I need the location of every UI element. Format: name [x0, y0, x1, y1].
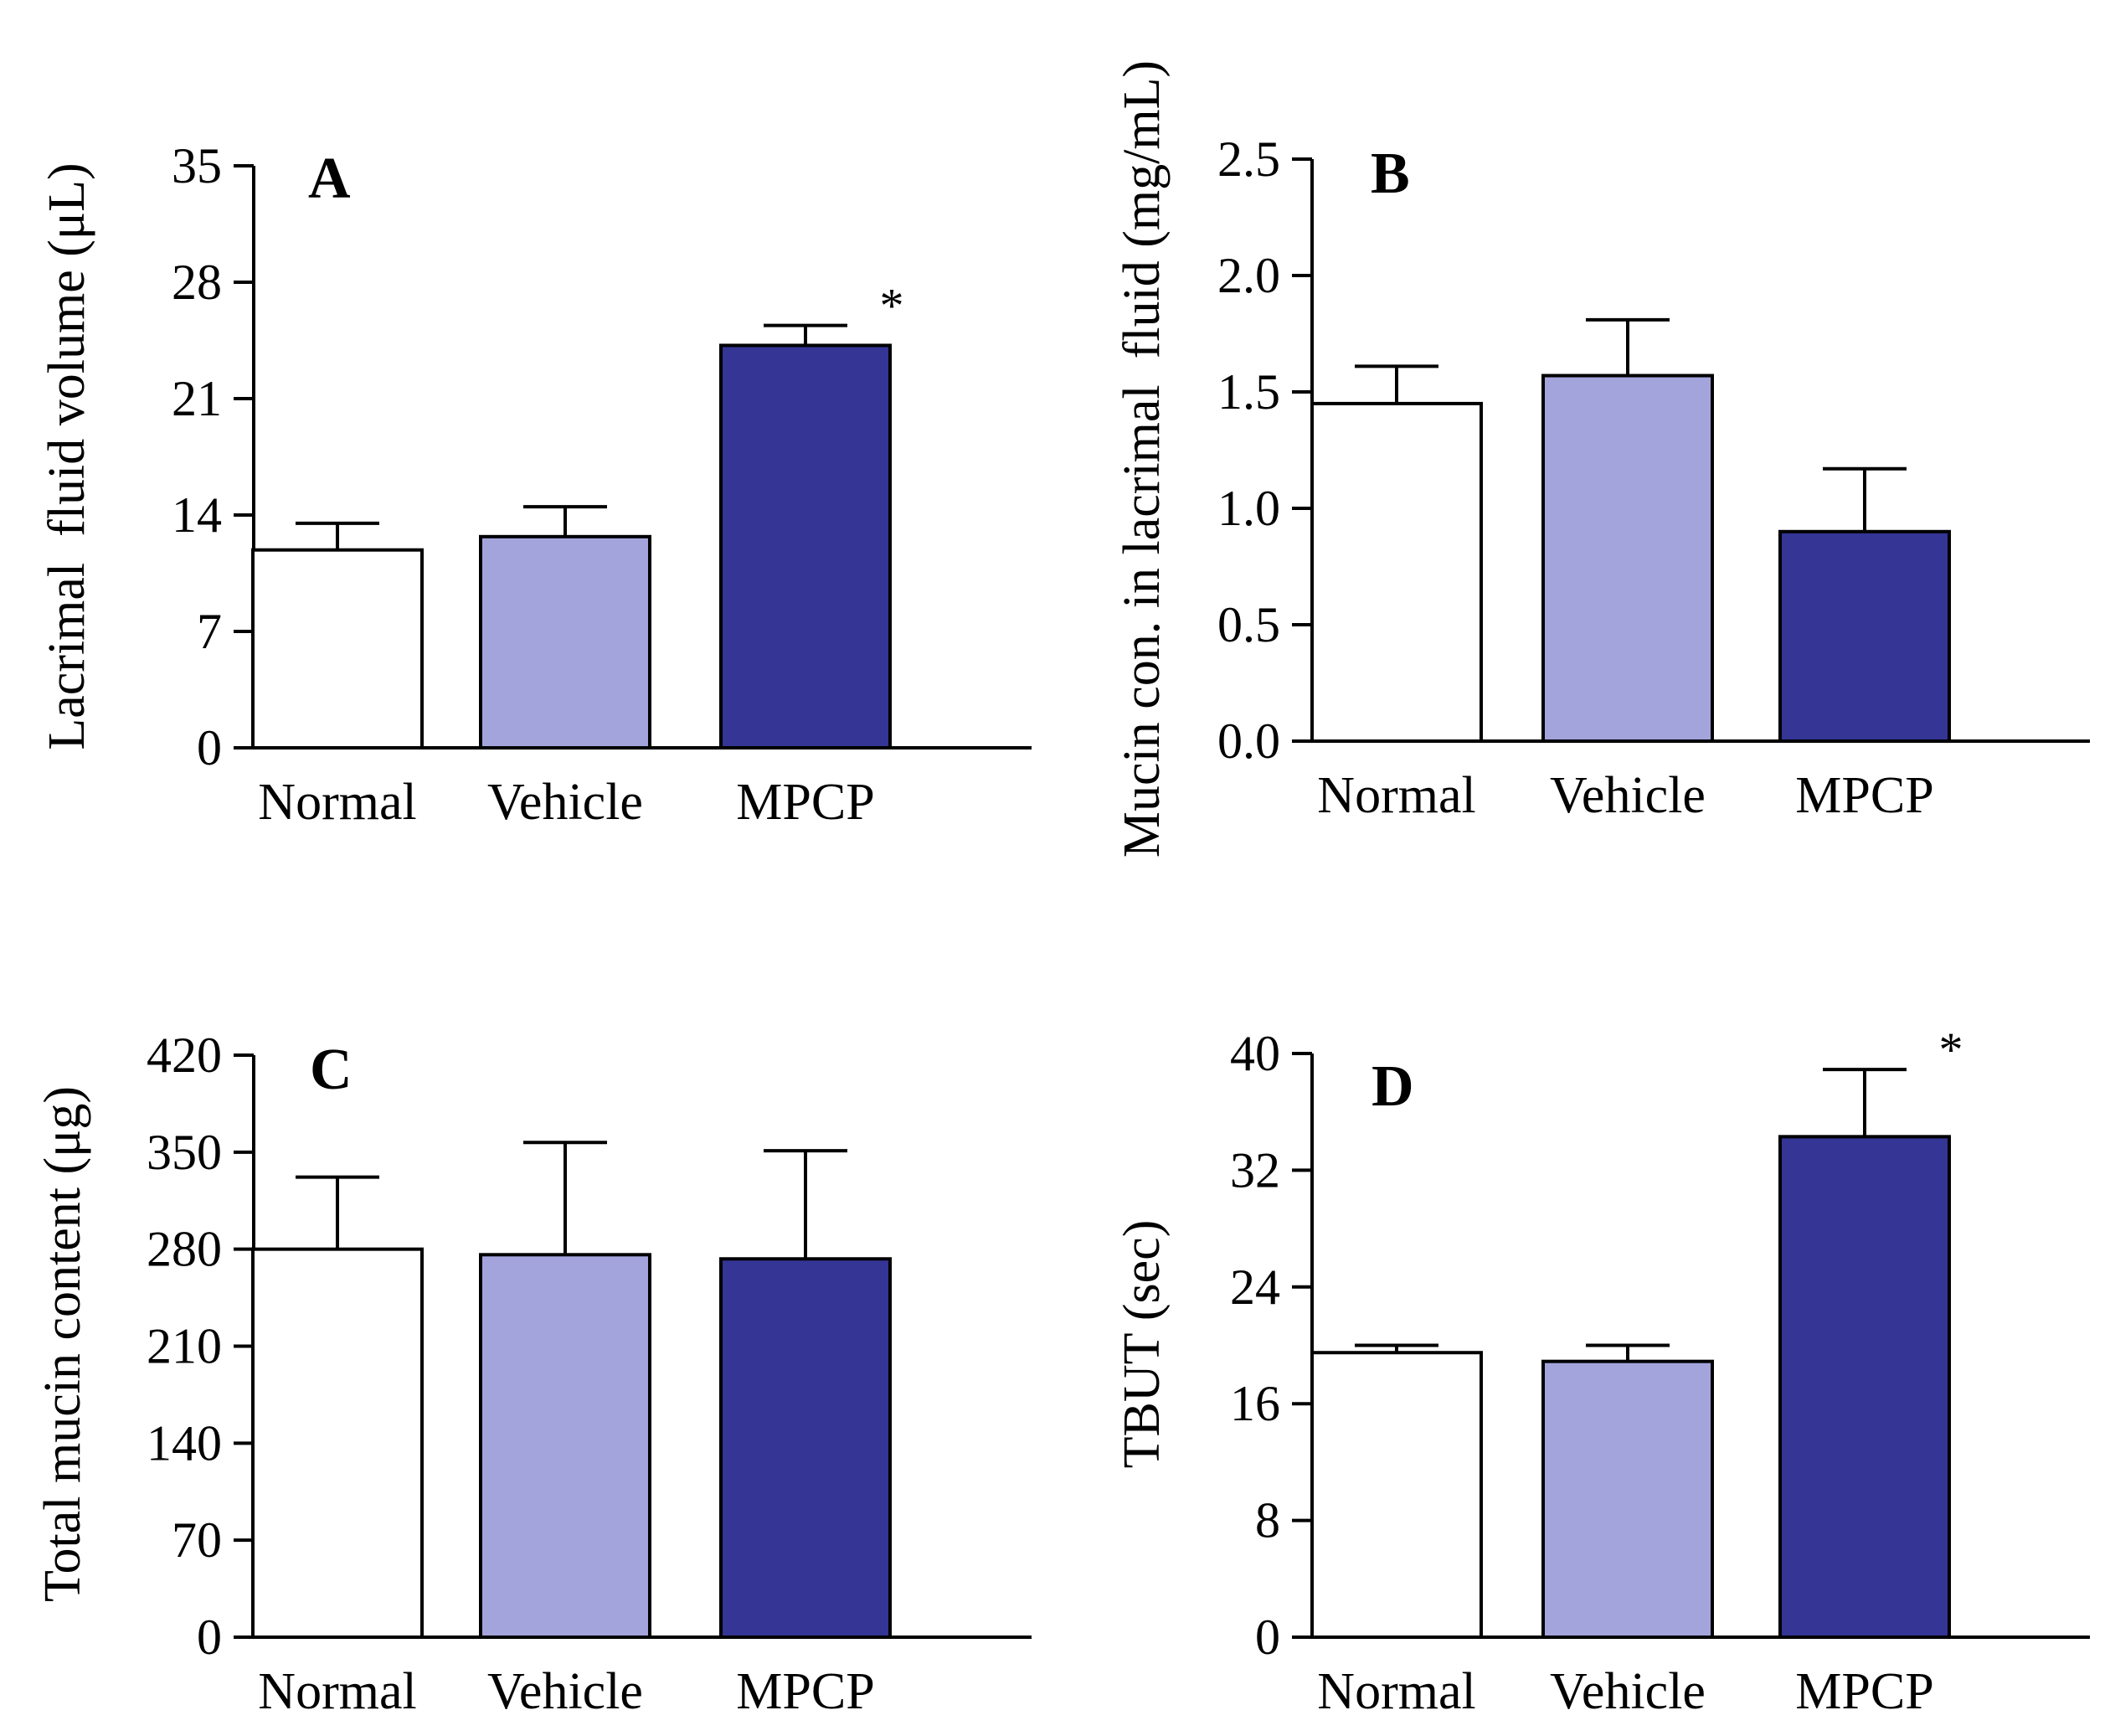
- panel-a-y-tick-label: 7: [197, 604, 222, 659]
- panel-b-bar-normal: [1310, 401, 1483, 743]
- panel-c-y-tick-label: 0: [197, 1610, 222, 1665]
- panel-b-category-label: MPCP: [1795, 767, 1933, 824]
- panel-b-category-label: Normal: [1317, 767, 1475, 824]
- panel-b-letter: B: [1371, 142, 1410, 206]
- panel-a-bar-normal: [251, 548, 424, 750]
- panel-b-y-tick-label: 0.5: [1217, 597, 1280, 652]
- panel-a-category-label: Normal: [258, 774, 416, 831]
- panel-c-bar-mpcp: [719, 1257, 892, 1639]
- panel-d-y-tick-label: 24: [1230, 1260, 1280, 1315]
- panel-c-y-tick-label: 420: [147, 1028, 222, 1083]
- panel-b-category-label: Vehicle: [1550, 767, 1706, 824]
- panel-a-significance-marker: *: [880, 279, 904, 333]
- panel-b-y-tick-label: 2.5: [1217, 131, 1280, 187]
- panel-c-category-label: Vehicle: [487, 1663, 643, 1720]
- panel-d-y-tick-label: 8: [1255, 1493, 1280, 1548]
- panel-c-y-tick-label: 350: [147, 1125, 222, 1180]
- panel-a-y-axis-title: Lacrimal fluid volume (μL): [39, 162, 95, 750]
- panel-c-category-label: Normal: [258, 1663, 416, 1720]
- panel-d-category-label: MPCP: [1795, 1663, 1933, 1720]
- panel-c-y-tick-label: 140: [147, 1415, 222, 1471]
- panel-d-bar-vehicle: [1541, 1359, 1714, 1639]
- panel-a-y-tick-label: 28: [172, 255, 222, 310]
- panel-d-y-tick-label: 40: [1230, 1026, 1280, 1081]
- panel-a-category-label: MPCP: [736, 774, 874, 831]
- panel-a-y-tick-label: 35: [172, 138, 222, 193]
- panel-d-y-axis-title: TBUT (sec): [1114, 1220, 1171, 1469]
- panel-c-y-tick-label: 280: [147, 1222, 222, 1277]
- panel-a-y-tick-label: 21: [172, 371, 222, 426]
- panel-b-bar-vehicle: [1541, 373, 1714, 743]
- panel-c-bar-vehicle: [479, 1253, 651, 1640]
- panel-d-category-label: Vehicle: [1550, 1663, 1706, 1720]
- panel-d-category-label: Normal: [1317, 1663, 1475, 1720]
- panel-c-bar-normal: [251, 1247, 424, 1639]
- panel-b-y-tick-label: 1.0: [1217, 481, 1280, 536]
- panel-a-letter: A: [308, 147, 351, 211]
- panel-d-bar-normal: [1310, 1351, 1483, 1640]
- panel-d-y-tick-label: 0: [1255, 1610, 1280, 1665]
- panel-a-y-tick-label: 0: [197, 720, 222, 775]
- panel-a-y-tick-label: 14: [172, 487, 222, 543]
- panel-d-y-tick-label: 32: [1230, 1142, 1280, 1198]
- panel-b-bar-mpcp: [1778, 529, 1951, 743]
- panel-b-y-tick-label: 0.0: [1217, 713, 1280, 769]
- panel-d-bar-mpcp: [1778, 1135, 1951, 1639]
- panel-d-y-tick-label: 16: [1230, 1376, 1280, 1431]
- panel-c-letter: C: [310, 1038, 353, 1102]
- panel-c-y-tick-label: 70: [172, 1512, 222, 1568]
- panel-a-bar-vehicle: [479, 534, 651, 750]
- panel-c-y-axis-title: Total mucin content (μg): [34, 1086, 91, 1602]
- panel-d-letter: D: [1372, 1054, 1414, 1119]
- panel-a-category-label: Vehicle: [487, 774, 643, 831]
- panel-c-category-label: MPCP: [736, 1663, 874, 1720]
- panel-d-significance-marker: *: [1939, 1023, 1963, 1077]
- panel-b-y-axis-title: Mucin con. in lacrimal fluid (mg/mL): [1114, 60, 1171, 858]
- panel-b-y-tick-label: 1.5: [1217, 364, 1280, 420]
- panel-b-y-tick-label: 2.0: [1217, 248, 1280, 303]
- panel-c-y-tick-label: 210: [147, 1319, 222, 1374]
- panel-a-bar-mpcp: [719, 343, 892, 750]
